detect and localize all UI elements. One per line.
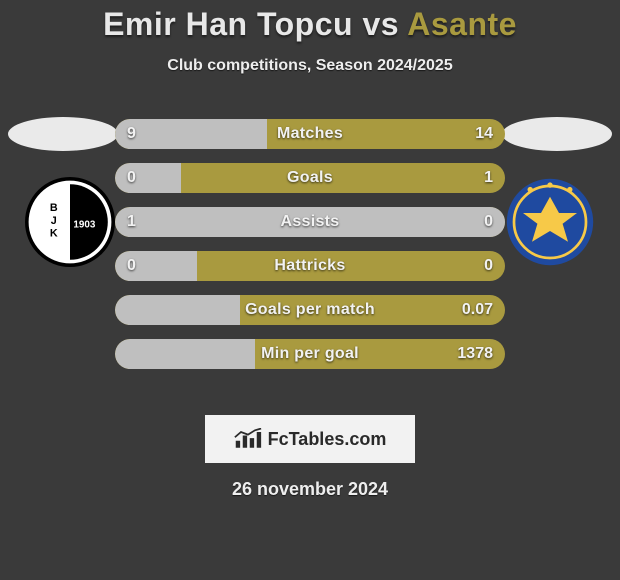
stat-track [115, 119, 505, 149]
stat-row: Min per goal1378 [115, 339, 505, 369]
stat-value-right: 14 [475, 119, 493, 149]
vs-separator: vs [362, 6, 399, 42]
player2-shadow-oval [502, 117, 612, 151]
stat-value-right: 1378 [457, 339, 493, 369]
stat-row: Hattricks00 [115, 251, 505, 281]
player1-club-crest: B J K 1903 [25, 177, 115, 267]
stat-track [115, 339, 505, 369]
stat-fill-left [115, 339, 255, 369]
stat-value-right: 0.07 [462, 295, 493, 325]
stat-value-right: 1 [484, 163, 493, 193]
svg-text:K: K [50, 227, 58, 239]
stat-track [115, 295, 505, 325]
svg-text:J: J [51, 215, 57, 227]
stat-value-left: 1 [127, 207, 136, 237]
player1-name: Emir Han Topcu [103, 6, 353, 42]
player1-shadow-oval [8, 117, 118, 151]
stat-row: Assists10 [115, 207, 505, 237]
stat-row: Goals per match0.07 [115, 295, 505, 325]
stat-value-right: 0 [484, 207, 493, 237]
watermark-text: FcTables.com [268, 429, 387, 450]
player2-name: Asante [407, 6, 517, 42]
player2-club-crest [505, 177, 595, 267]
chart-icon [234, 428, 262, 450]
comparison-area: B J K 1903 Matches914Goals01Assists10Hat… [0, 105, 620, 385]
stat-value-left: 0 [127, 251, 136, 281]
svg-text:1903: 1903 [73, 219, 95, 230]
infographic-root: Emir Han Topcu vs Asante Club competitio… [0, 0, 620, 580]
stat-row: Goals01 [115, 163, 505, 193]
source-watermark: FcTables.com [205, 415, 415, 463]
stat-track [115, 207, 505, 237]
stat-bars: Matches914Goals01Assists10Hattricks00Goa… [115, 105, 505, 371]
besiktas-crest-icon: B J K 1903 [25, 177, 115, 267]
stat-track [115, 163, 505, 193]
stat-fill-left [115, 295, 240, 325]
svg-text:B: B [50, 202, 58, 214]
stat-fill-left [115, 163, 181, 193]
stat-fill-left [115, 207, 505, 237]
stat-value-left: 9 [127, 119, 136, 149]
date-text: 26 november 2024 [0, 479, 620, 500]
stat-fill-left [115, 119, 267, 149]
stat-row: Matches914 [115, 119, 505, 149]
maccabi-crest-icon [505, 177, 595, 267]
stat-value-right: 0 [484, 251, 493, 281]
stat-track [115, 251, 505, 281]
stat-value-left: 0 [127, 163, 136, 193]
subtitle: Club competitions, Season 2024/2025 [0, 57, 620, 75]
page-title: Emir Han Topcu vs Asante [0, 6, 620, 43]
